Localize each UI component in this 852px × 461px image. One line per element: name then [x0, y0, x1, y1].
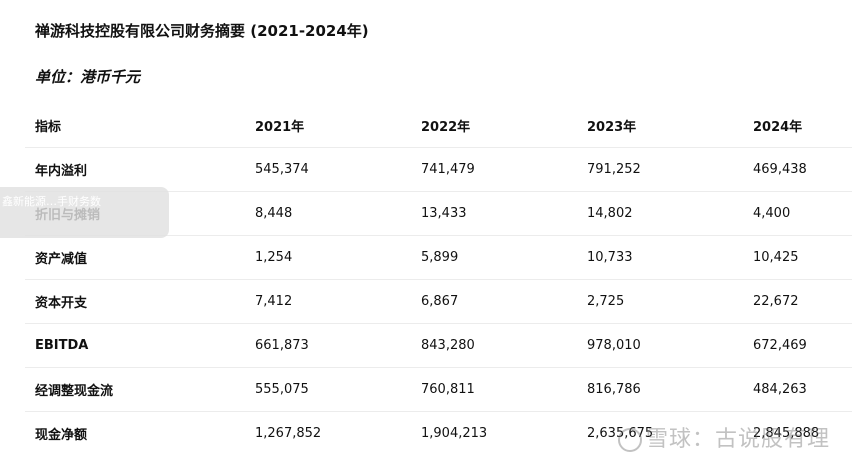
watermark: 雪球：古说股有理: [617, 421, 830, 453]
row-value: 1,254: [245, 235, 411, 280]
row-value: 5,899: [411, 235, 577, 280]
financial-summary-table: 指标 2021年 2022年 2023年 2024年 年内溢利 545,374 74…: [25, 104, 852, 455]
watermark-text: 雪球：古说股有理: [645, 427, 830, 452]
row-label: 经调整现金流: [25, 367, 245, 412]
table-header-row: 指标 2021年 2022年 2023年 2024年: [25, 104, 852, 148]
row-value: 672,469: [743, 323, 852, 368]
unit-label: 单位：港币千元: [35, 68, 141, 86]
row-value: 1,267,852: [255, 426, 322, 441]
header-indicator: 指标: [25, 104, 245, 148]
row-value: 8,448: [245, 191, 411, 236]
table-row: 年内溢利 545,374 741,479 791,252 469,438: [25, 147, 852, 192]
row-value: 6,867: [411, 279, 577, 324]
row-value: 2,845,888: [753, 426, 820, 441]
row-value: 741,479: [411, 147, 577, 192]
xueqiu-logo-icon: [617, 428, 642, 452]
row-label: 年内溢利: [25, 147, 245, 192]
header-2023: 2023年: [577, 104, 743, 148]
page-title: 禅游科技控股有限公司财务摘要 (2021-2024年): [35, 22, 369, 40]
row-value: 13,433: [411, 191, 577, 236]
row-value: 843,280: [411, 323, 577, 368]
row-label: EBITDA: [25, 323, 245, 368]
row-value: 4,400: [743, 191, 852, 236]
row-value: 10,425: [743, 235, 852, 280]
table-row: EBITDA 661,873 843,280 978,010 672,469: [25, 323, 852, 368]
row-label: 现金净额: [35, 428, 88, 443]
table-row: 资产减值 1,254 5,899 10,733 10,425: [25, 235, 852, 280]
table-row: 资本开支 7,412 6,867 2,725 22,672: [25, 279, 852, 324]
header-2024: 2024年: [743, 104, 852, 148]
table-row: 经调整现金流 555,075 760,811 816,786 484,263: [25, 367, 852, 412]
tooltip-text: 鑫新能源…手财务数: [2, 195, 101, 208]
row-value: 791,252: [577, 147, 743, 192]
row-label: 资产减值: [25, 235, 245, 280]
row-value: 484,263: [743, 367, 852, 412]
row-value: 7,412: [245, 279, 411, 324]
row-value: 555,075: [245, 367, 411, 412]
row-value: 469,438: [743, 147, 852, 192]
header-2022: 2022年: [411, 104, 577, 148]
row-value: 816,786: [577, 367, 743, 412]
row-value: 22,672: [743, 279, 852, 324]
row-value: 978,010: [577, 323, 743, 368]
header-2021: 2021年: [245, 104, 411, 148]
row-value: 760,811: [411, 367, 577, 412]
row-value: 14,802: [577, 191, 743, 236]
row-value: 2,725: [577, 279, 743, 324]
tooltip-overlay: 鑫新能源…手财务数: [0, 187, 169, 238]
row-label: 资本开支: [25, 279, 245, 324]
row-value: 661,873: [245, 323, 411, 368]
row-value: 545,374: [245, 147, 411, 192]
row-value: 1,904,213: [421, 426, 488, 441]
row-value: 10,733: [577, 235, 743, 280]
